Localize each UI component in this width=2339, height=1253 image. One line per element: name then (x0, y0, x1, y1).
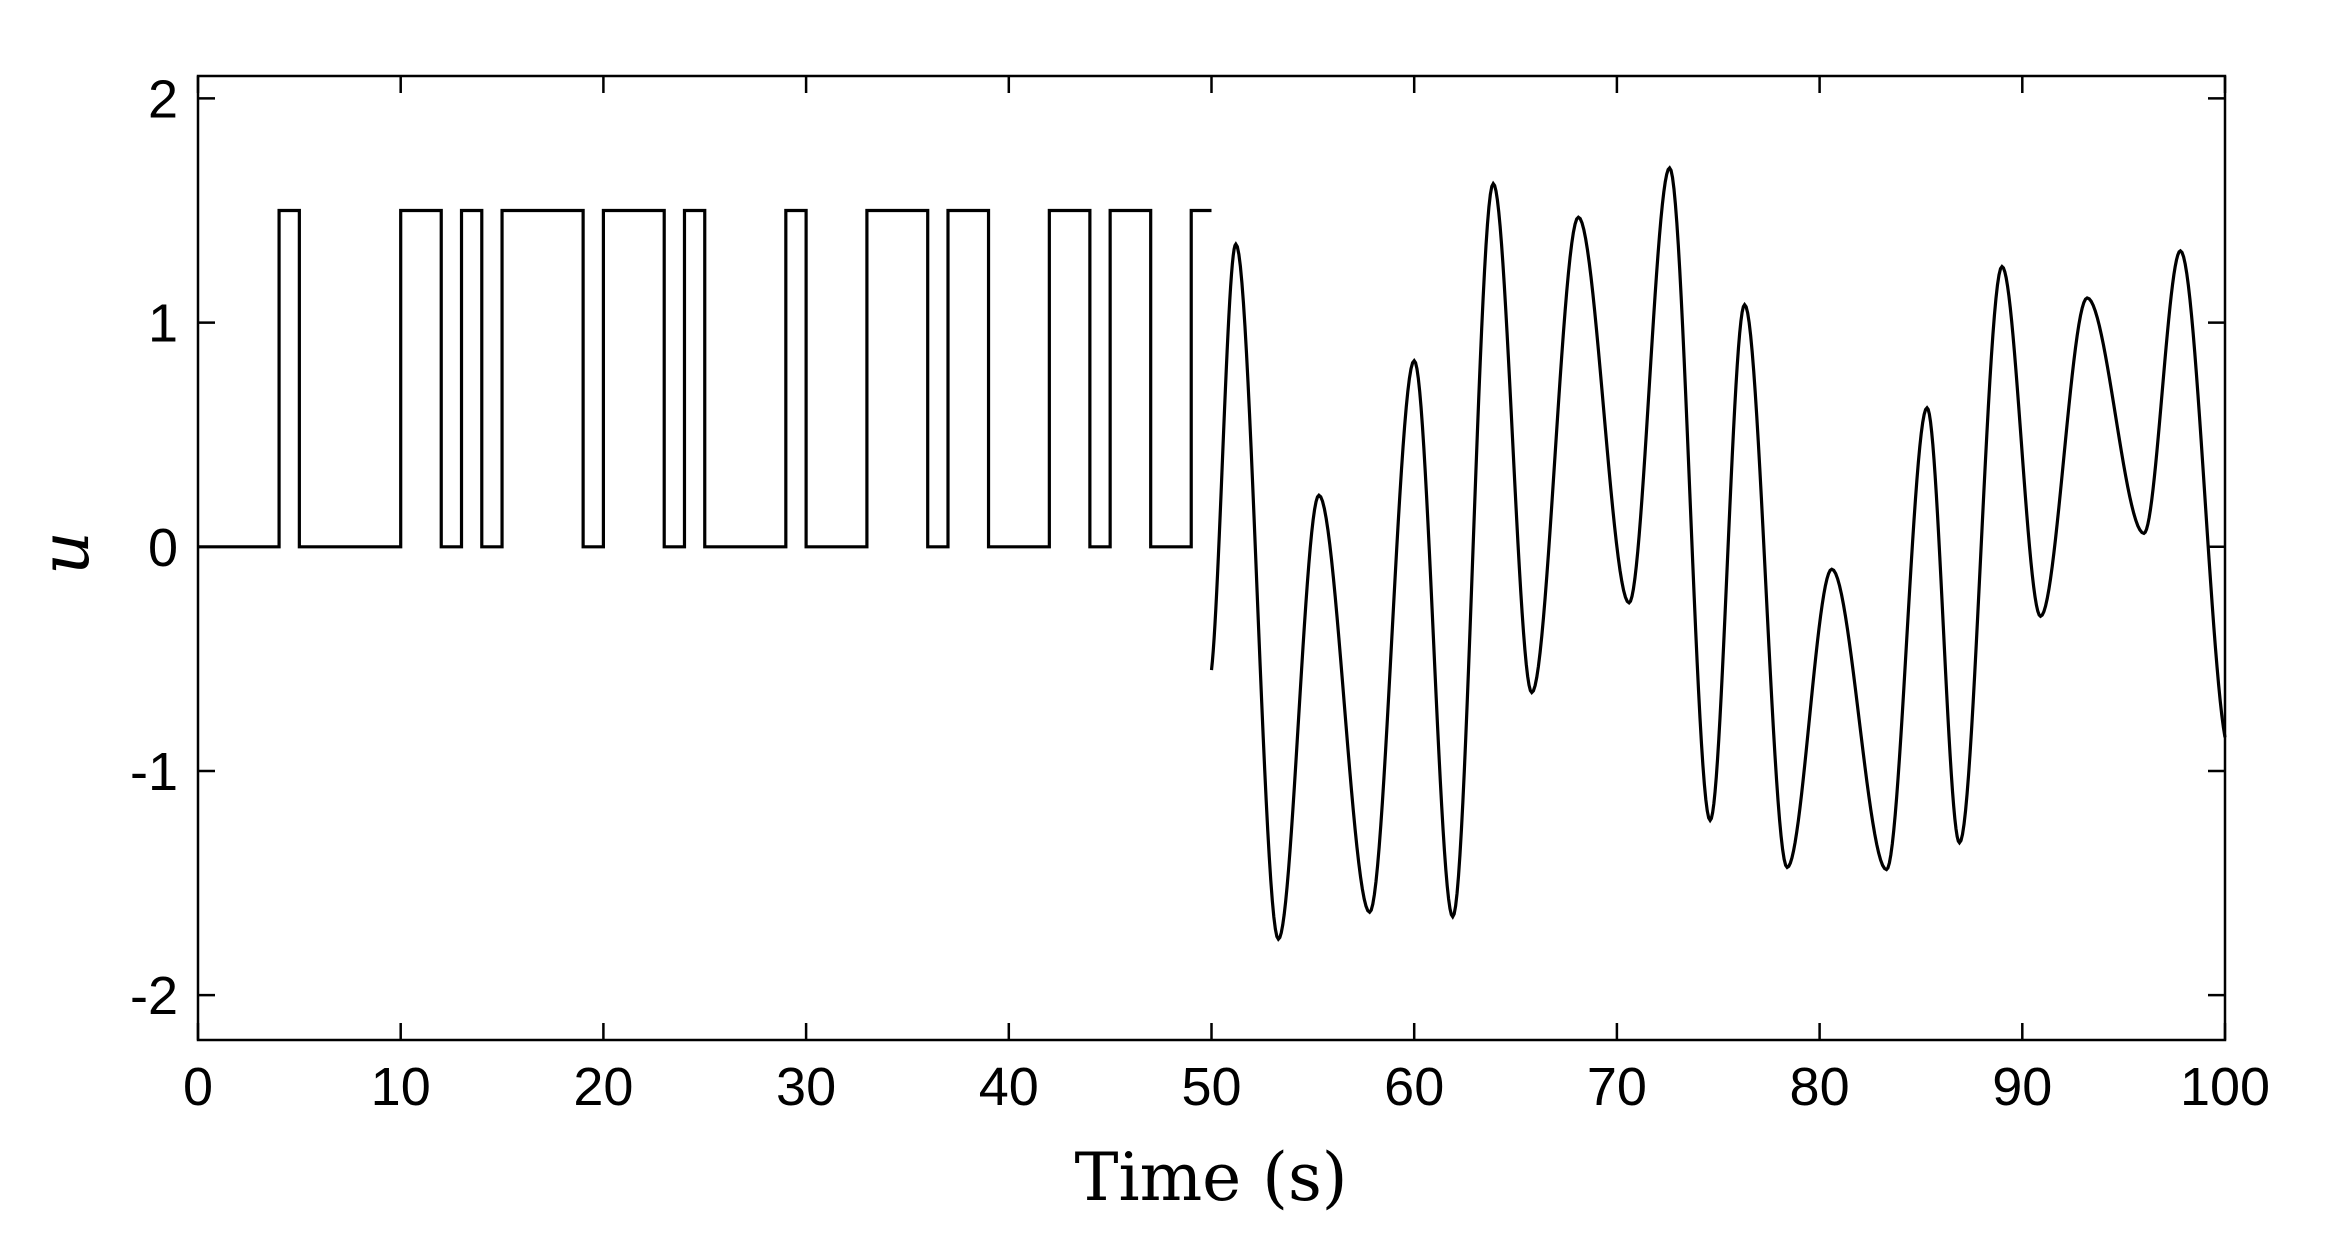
x-tick-label: 0 (183, 1057, 213, 1117)
x-tick-label: 50 (1181, 1057, 1241, 1117)
series-line-pulse (198, 208, 1212, 549)
x-tick-label: 90 (1992, 1057, 2052, 1117)
y-axis-title: u (26, 531, 105, 575)
y-tick-label: -1 (130, 742, 178, 802)
series-lines (198, 165, 2227, 942)
x-axis-title: Time (s) (1074, 1139, 1347, 1216)
y-tick-label: 1 (148, 294, 178, 354)
x-tick-label: 80 (1790, 1057, 1850, 1117)
y-tick-label: 0 (148, 518, 178, 578)
x-tick-label: 70 (1587, 1057, 1647, 1117)
x-tick-label: 60 (1384, 1057, 1444, 1117)
x-tick-label: 10 (371, 1057, 431, 1117)
y-tick-label: 2 (148, 69, 178, 129)
y-tick-label: -2 (130, 966, 178, 1026)
x-tick-label: 40 (979, 1057, 1039, 1117)
x-tick-label: 100 (2180, 1057, 2270, 1117)
axis-tick-labels: 0 10 20 30 40 50 60 70 80 90 100 -2 -1 0 1 2 (130, 69, 2270, 1117)
axis-ticks (196, 76, 2227, 1040)
x-tick-label: 20 (573, 1057, 633, 1117)
series-line-oscillation (1209, 165, 2227, 942)
x-tick-label: 30 (776, 1057, 836, 1117)
